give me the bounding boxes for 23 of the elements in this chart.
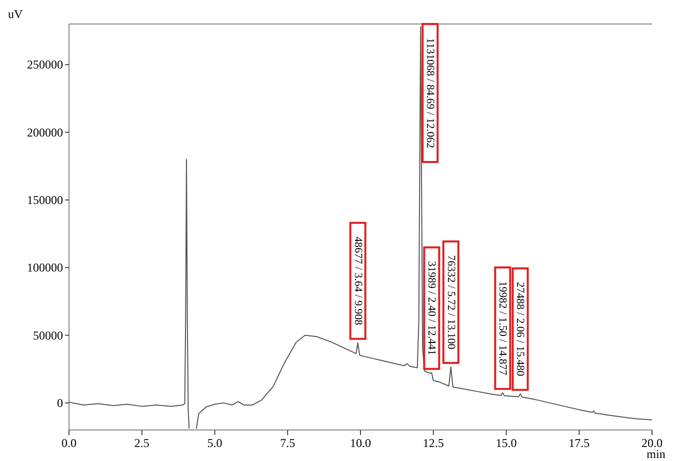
y-tick-label: 250000 <box>27 58 63 72</box>
x-tick-label: 15.0 <box>496 436 517 450</box>
y-tick-label: 50000 <box>33 328 63 342</box>
annotation: 27488 / 2.06 / 15.480 <box>514 282 526 377</box>
annotation: 1131068 / 84.69 / 12.062 <box>424 38 436 148</box>
x-tick-label: 7.5 <box>280 436 296 450</box>
annotation: 48677 / 3.64 / 9.908 <box>352 236 364 326</box>
y-axis-title: uV <box>8 7 23 21</box>
annotation: 76332 / 5.72 / 13.100 <box>444 255 457 350</box>
x-axis-title: min <box>646 447 666 461</box>
x-tick-label: 20.0 <box>642 436 662 450</box>
x-tick-label: 5.0 <box>207 436 222 450</box>
y-tick-label: 200000 <box>27 125 63 140</box>
annotation: 19982 / 1.50 / 14.877 <box>496 281 509 376</box>
x-tick-label: 2.5 <box>134 436 150 450</box>
x-tick-label: 10.0 <box>350 436 371 450</box>
y-tick-label: 0 <box>57 396 63 410</box>
y-tick-label: 150000 <box>27 192 63 207</box>
y-tick-label: 100000 <box>27 260 63 275</box>
annotation: 31989 / 2.40 / 12.441 <box>426 261 438 356</box>
x-tick-label: 12.5 <box>422 436 444 450</box>
x-tick-label: 0.0 <box>62 436 76 450</box>
x-tick-label: 17.5 <box>568 436 590 450</box>
